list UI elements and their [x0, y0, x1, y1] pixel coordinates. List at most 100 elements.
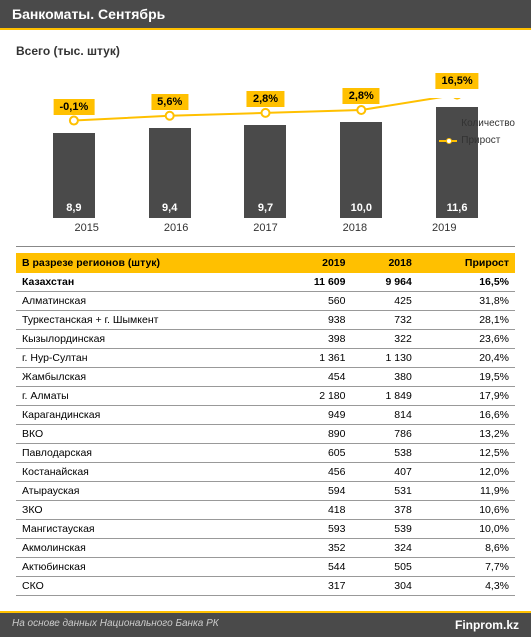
- growth-badge: 16,5%: [435, 73, 478, 89]
- legend-box-icon: [439, 119, 457, 129]
- x-tick-label: 2017: [253, 222, 277, 234]
- cell-value: 17,9%: [418, 387, 515, 406]
- cell-value: 7,7%: [418, 558, 515, 577]
- table-row: ЗКО41837810,6%: [16, 501, 515, 520]
- cell-value: 11 609: [276, 273, 351, 292]
- divider: [16, 246, 515, 247]
- cell-value: 531: [351, 482, 417, 501]
- table-row: г. Нур-Султан1 3611 13020,4%: [16, 349, 515, 368]
- table-row: Акмолинская3523248,6%: [16, 539, 515, 558]
- cell-value: 1 130: [351, 349, 417, 368]
- chart-container: 8,9-0,1%9,45,6%9,72,8%10,02,8%11,616,5% …: [16, 68, 515, 218]
- cell-value: 539: [351, 520, 417, 539]
- legend-line-icon: [439, 140, 457, 142]
- bar-value-label: 9,4: [162, 202, 177, 214]
- cell-region: Актюбинская: [16, 558, 276, 577]
- cell-value: 28,1%: [418, 311, 515, 330]
- cell-value: 814: [351, 406, 417, 425]
- cell-value: 560: [276, 292, 351, 311]
- cell-value: 594: [276, 482, 351, 501]
- bars-wrap: 8,9-0,1%9,45,6%9,72,8%10,02,8%11,616,5%: [16, 98, 515, 218]
- cell-region: Костанайская: [16, 463, 276, 482]
- cell-value: 317: [276, 577, 351, 596]
- cell-region: Акмолинская: [16, 539, 276, 558]
- cell-value: 454: [276, 368, 351, 387]
- table-row: Алматинская56042531,8%: [16, 292, 515, 311]
- cell-value: 352: [276, 539, 351, 558]
- legend-count-label: Количество: [461, 118, 515, 129]
- table-row: Мангистауская59353910,0%: [16, 520, 515, 539]
- cell-value: 324: [351, 539, 417, 558]
- cell-region: Казахстан: [16, 273, 276, 292]
- cell-region: Кызылординская: [16, 330, 276, 349]
- growth-badge: 5,6%: [151, 94, 188, 110]
- col-growth: Прирост: [418, 253, 515, 273]
- cell-value: 2 180: [276, 387, 351, 406]
- col-2018: 2018: [351, 253, 417, 273]
- cell-value: 786: [351, 425, 417, 444]
- legend-growth: Прирост: [439, 135, 515, 146]
- cell-value: 538: [351, 444, 417, 463]
- region-table: В разрезе регионов (штук) 2019 2018 Прир…: [16, 253, 515, 596]
- cell-value: 378: [351, 501, 417, 520]
- cell-value: 10,0%: [418, 520, 515, 539]
- cell-value: 13,2%: [418, 425, 515, 444]
- table-row: Атырауская59453111,9%: [16, 482, 515, 501]
- cell-value: 593: [276, 520, 351, 539]
- table-header-row: В разрезе регионов (штук) 2019 2018 Прир…: [16, 253, 515, 273]
- cell-value: 456: [276, 463, 351, 482]
- cell-value: 16,6%: [418, 406, 515, 425]
- bar: 10,0: [340, 122, 382, 218]
- cell-value: 31,8%: [418, 292, 515, 311]
- table-row: Туркестанская + г. Шымкент93873228,1%: [16, 311, 515, 330]
- cell-value: 425: [351, 292, 417, 311]
- table-row: Жамбылская45438019,5%: [16, 368, 515, 387]
- chart-title: Всего (тыс. штук): [16, 44, 515, 58]
- cell-value: 1 849: [351, 387, 417, 406]
- table-row: Казахстан11 6099 96416,5%: [16, 273, 515, 292]
- growth-badge: 2,8%: [343, 88, 380, 104]
- page-title: Банкоматы. Сентябрь: [12, 6, 165, 22]
- cell-value: 20,4%: [418, 349, 515, 368]
- cell-value: 407: [351, 463, 417, 482]
- chart-area: Всего (тыс. штук) 8,9-0,1%9,45,6%9,72,8%…: [0, 30, 531, 240]
- cell-value: 9 964: [351, 273, 417, 292]
- table-row: Кызылординская39832223,6%: [16, 330, 515, 349]
- cell-region: г. Алматы: [16, 387, 276, 406]
- col-2019: 2019: [276, 253, 351, 273]
- table-wrap: В разрезе регионов (штук) 2019 2018 Прир…: [0, 253, 531, 596]
- cell-value: 605: [276, 444, 351, 463]
- x-axis-labels: 20152016201720182019: [16, 218, 515, 234]
- cell-region: Туркестанская + г. Шымкент: [16, 311, 276, 330]
- cell-value: 16,5%: [418, 273, 515, 292]
- cell-value: 23,6%: [418, 330, 515, 349]
- cell-region: Павлодарская: [16, 444, 276, 463]
- cell-value: 322: [351, 330, 417, 349]
- cell-region: СКО: [16, 577, 276, 596]
- chart-legend: Количество Прирост: [439, 118, 515, 152]
- page-footer: На основе данных Национального Банка РК …: [0, 611, 531, 637]
- cell-region: Карагандинская: [16, 406, 276, 425]
- cell-region: ВКО: [16, 425, 276, 444]
- cell-value: 8,6%: [418, 539, 515, 558]
- footer-source: На основе данных Национального Банка РК: [12, 618, 219, 632]
- cell-value: 4,3%: [418, 577, 515, 596]
- x-tick-label: 2019: [432, 222, 456, 234]
- cell-value: 544: [276, 558, 351, 577]
- x-tick-label: 2018: [343, 222, 367, 234]
- col-region: В разрезе регионов (штук): [16, 253, 276, 273]
- cell-value: 10,6%: [418, 501, 515, 520]
- table-row: г. Алматы2 1801 84917,9%: [16, 387, 515, 406]
- table-row: Павлодарская60553812,5%: [16, 444, 515, 463]
- bar-value-label: 10,0: [351, 202, 372, 214]
- cell-value: 418: [276, 501, 351, 520]
- cell-region: Мангистауская: [16, 520, 276, 539]
- cell-value: 505: [351, 558, 417, 577]
- cell-region: Алматинская: [16, 292, 276, 311]
- cell-value: 949: [276, 406, 351, 425]
- legend-count: Количество: [439, 118, 515, 129]
- cell-value: 890: [276, 425, 351, 444]
- cell-region: Жамбылская: [16, 368, 276, 387]
- growth-badge: -0,1%: [54, 99, 95, 115]
- x-tick-label: 2016: [164, 222, 188, 234]
